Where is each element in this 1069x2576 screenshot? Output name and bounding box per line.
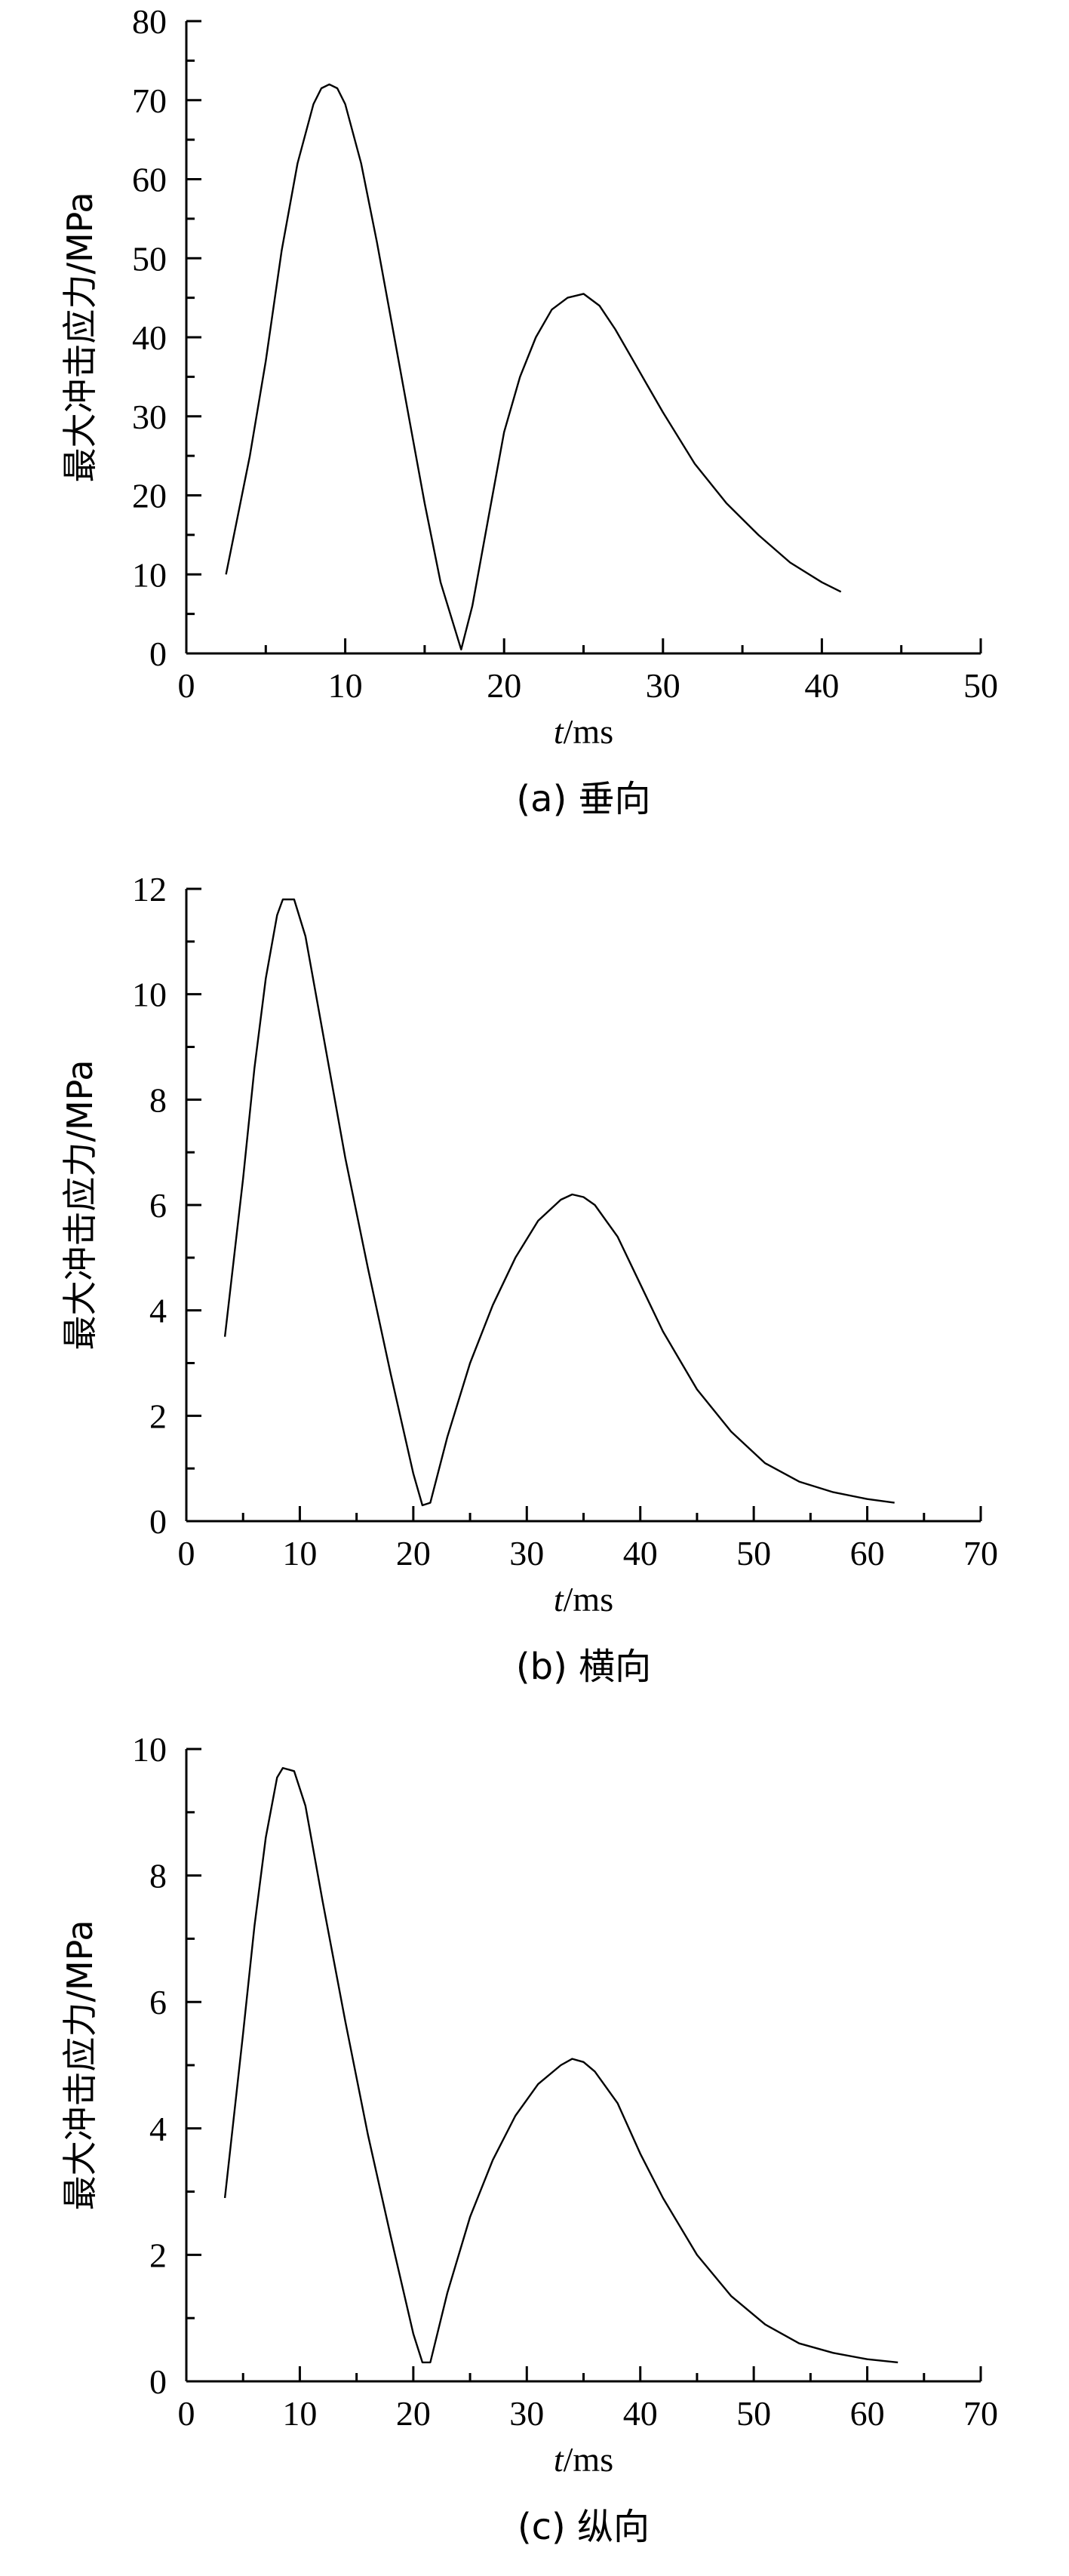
y-tick-label: 10: [132, 1730, 167, 1769]
x-axis-title-variable: t: [554, 712, 564, 751]
x-tick-label: 30: [509, 2394, 544, 2433]
x-tick-label: 0: [178, 666, 195, 705]
x-axis-title-variable: t: [554, 2440, 564, 2479]
chart-panel-a: 0 10 20 30 40 50 0 10 20 30 40 50 60 70 80 最大冲击应力/MPa t/…: [0, 0, 1069, 860]
y-axis-title: 最大冲击应力/MPa: [60, 1920, 100, 2210]
y-tick-label: 6: [149, 1983, 167, 2021]
x-tick-label: 50: [963, 666, 998, 705]
y-tick-label: 0: [149, 2362, 167, 2401]
y-tick-label: 8: [149, 1857, 167, 1895]
x-tick-label: 10: [282, 1534, 317, 1572]
series-line: [225, 83, 842, 650]
y-tick-label: 6: [149, 1186, 167, 1225]
y-tick-label: 10: [132, 555, 167, 594]
x-axis-title-unit: /ms: [564, 1580, 613, 1618]
x-tick-label: 10: [282, 2394, 317, 2433]
y-axis-title: 最大冲击应力/MPa: [60, 192, 100, 482]
chart-caption: (c) 纵向: [518, 2506, 650, 2548]
x-tick-label: 30: [509, 1534, 544, 1572]
x-axis-title-variable: t: [554, 1580, 564, 1618]
x-tick-label: 70: [963, 1534, 998, 1572]
x-axis-title: t/ms: [554, 2440, 613, 2479]
series-line: [223, 898, 895, 1507]
series-line: [223, 1766, 899, 2364]
chart-b: 0 10 20 30 40 50 60 70 0 2 4 6 8 10 12 最大冲击应力/MPa t/ms (b…: [60, 870, 998, 1688]
y-tick-label: 8: [149, 1081, 167, 1119]
x-tick-label: 10: [328, 666, 363, 705]
y-tick-label: 0: [149, 635, 167, 673]
chart-panel-b: 0 10 20 30 40 50 60 70 0 2 4 6 8 10 12 最大冲击应力/MPa t/ms (b…: [0, 860, 1069, 1720]
x-tick-label: 60: [850, 2394, 885, 2433]
y-tick-label: 30: [132, 398, 167, 436]
x-tick-label: 20: [487, 666, 521, 705]
chart-caption: (b) 横向: [516, 1646, 651, 1688]
x-axis-title: t/ms: [554, 1580, 613, 1618]
x-axis-title: t/ms: [554, 712, 613, 751]
y-tick-label: 80: [132, 2, 167, 41]
x-axis-title-unit: /ms: [564, 712, 613, 751]
x-tick-label: 70: [963, 2394, 998, 2433]
x-tick-label: 40: [623, 1534, 658, 1572]
x-tick-label: 0: [178, 2394, 195, 2433]
x-tick-label: 20: [396, 1534, 431, 1572]
x-tick-label: 20: [396, 2394, 431, 2433]
y-tick-label: 40: [132, 318, 167, 357]
y-tick-label: 70: [132, 81, 167, 120]
x-tick-label: 60: [850, 1534, 885, 1572]
chart-caption: (a) 垂向: [516, 778, 650, 820]
x-tick-label: 40: [804, 666, 839, 705]
chart-a: 0 10 20 30 40 50 0 10 20 30 40 50 60 70 80 最大冲击应力/MPa t/…: [60, 2, 998, 820]
x-tick-label: 30: [646, 666, 680, 705]
chart-panel-c: 0 10 20 30 40 50 60 70 0 2 4 6 8 10 最大冲击应力/MPa t/ms (c) …: [0, 1720, 1069, 2576]
y-tick-label: 20: [132, 477, 167, 515]
y-tick-label: 2: [149, 2236, 167, 2274]
y-tick-label: 12: [132, 870, 167, 908]
x-tick-label: 50: [736, 1534, 771, 1572]
y-tick-label: 50: [132, 239, 167, 278]
y-tick-label: 4: [149, 1292, 167, 1330]
y-axis-title: 最大冲击应力/MPa: [60, 1059, 100, 1350]
y-tick-label: 60: [132, 161, 167, 199]
y-tick-label: 2: [149, 1397, 167, 1435]
y-tick-label: 10: [132, 976, 167, 1014]
x-tick-label: 40: [623, 2394, 658, 2433]
chart-c: 0 10 20 30 40 50 60 70 0 2 4 6 8 10 最大冲击应力/MPa t/ms (c) …: [60, 1730, 998, 2548]
y-tick-label: 4: [149, 2110, 167, 2148]
x-tick-label: 0: [178, 1534, 195, 1572]
y-tick-label: 0: [149, 1502, 167, 1541]
x-tick-label: 50: [736, 2394, 771, 2433]
x-axis-title-unit: /ms: [564, 2440, 613, 2479]
